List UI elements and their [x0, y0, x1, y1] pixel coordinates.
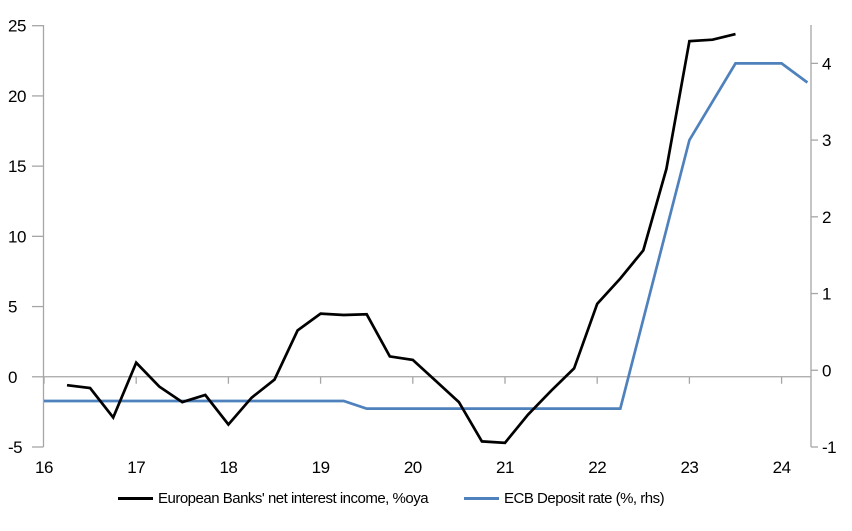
left-axis-label: 15	[8, 157, 26, 176]
ecb-line-swatch	[464, 496, 500, 500]
right-axis-label: 3	[822, 131, 831, 150]
right-axis-label: 2	[822, 208, 831, 227]
left-axis-label: 20	[8, 87, 26, 106]
nii-line-swatch	[118, 496, 153, 500]
x-axis-label: 19	[312, 458, 330, 477]
nii-legend-label: European Banks' net interest income, %oy…	[158, 489, 429, 507]
x-axis-label: 18	[219, 458, 237, 477]
x-axis-label: 20	[404, 458, 422, 477]
legend-item-nii: European Banks' net interest income, %oy…	[118, 489, 429, 507]
x-axis-label: 23	[680, 458, 698, 477]
right-axis-label: 0	[822, 361, 831, 380]
legend: European Banks' net interest income, %oy…	[118, 487, 665, 509]
x-axis-label: 16	[35, 458, 53, 477]
ecb-legend-label: ECB Deposit rate (%, rhs)	[504, 489, 665, 507]
left-axis-label: 5	[8, 298, 17, 317]
left-axis-label: 25	[8, 17, 26, 36]
x-axis-label: 22	[588, 458, 606, 477]
legend-item-ecb: ECB Deposit rate (%, rhs)	[464, 489, 665, 507]
ecb-line-series	[44, 62, 809, 410]
right-axis-label: 4	[822, 54, 831, 73]
right-axis-label: 1	[822, 285, 831, 304]
x-axis-label: 24	[773, 458, 791, 477]
right-axis-label: -1	[822, 438, 836, 457]
x-axis-label: 21	[496, 458, 514, 477]
left-axis-label: 10	[8, 227, 26, 246]
left-axis-label: -5	[8, 438, 22, 457]
left-axis-label: 0	[8, 368, 17, 387]
x-axis-label: 17	[127, 458, 145, 477]
nii-line-series	[66, 32, 736, 445]
